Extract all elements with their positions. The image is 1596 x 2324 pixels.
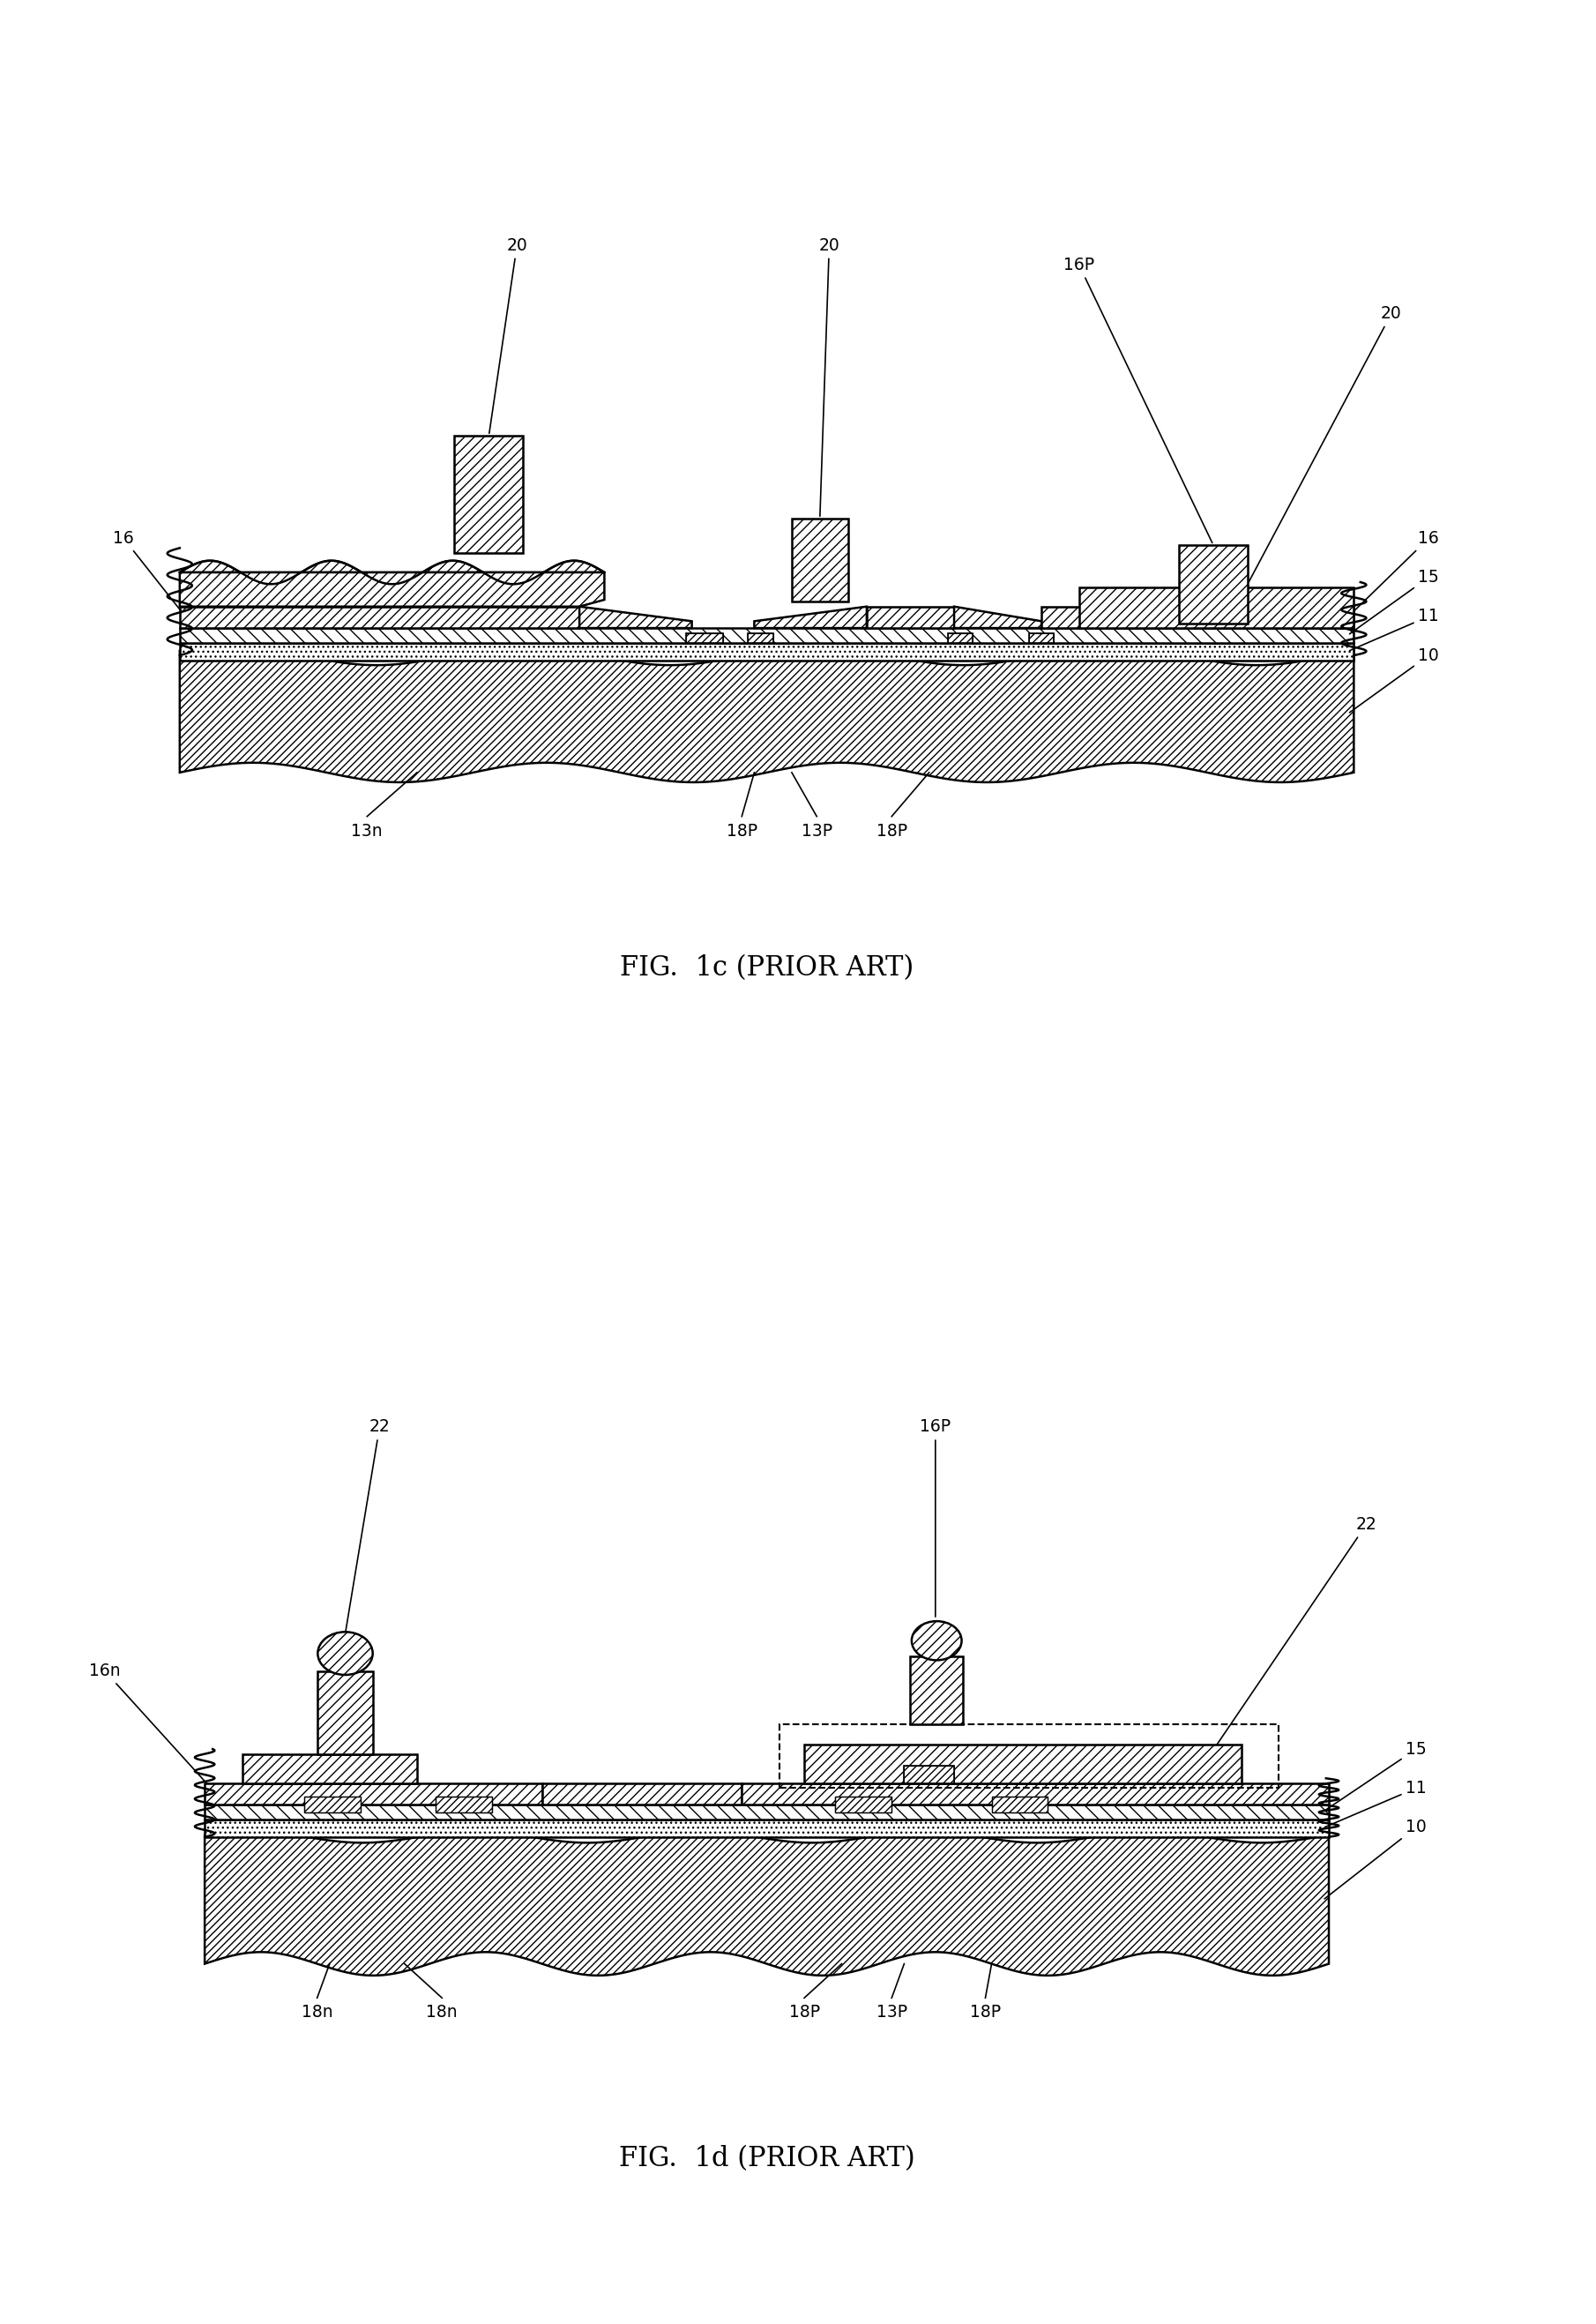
- Text: 16: 16: [1349, 530, 1440, 616]
- FancyBboxPatch shape: [910, 1657, 962, 1724]
- FancyBboxPatch shape: [318, 1671, 373, 1755]
- Text: 18n: 18n: [302, 2003, 334, 2022]
- Polygon shape: [180, 560, 605, 583]
- Text: FIG.  1d (PRIOR ART): FIG. 1d (PRIOR ART): [619, 2145, 915, 2173]
- Bar: [180, 627, 1353, 644]
- Polygon shape: [579, 607, 691, 627]
- Polygon shape: [991, 1796, 1049, 1813]
- FancyBboxPatch shape: [1179, 546, 1248, 623]
- Bar: [204, 1806, 1329, 1820]
- Polygon shape: [180, 646, 1353, 783]
- Polygon shape: [543, 1783, 742, 1806]
- Bar: [204, 1820, 1329, 1836]
- Polygon shape: [749, 632, 772, 644]
- Polygon shape: [954, 607, 1042, 627]
- Polygon shape: [204, 1831, 1329, 1975]
- Polygon shape: [905, 1766, 954, 1783]
- Text: 13P: 13P: [876, 2003, 907, 2022]
- Polygon shape: [243, 1755, 417, 1783]
- Polygon shape: [180, 572, 605, 607]
- Bar: [204, 1820, 1329, 1836]
- Polygon shape: [686, 632, 723, 644]
- Text: 15: 15: [1325, 1741, 1427, 1810]
- Text: 18P: 18P: [788, 2003, 820, 2022]
- Polygon shape: [742, 1783, 1329, 1806]
- Text: 10: 10: [1350, 646, 1440, 713]
- Polygon shape: [204, 1783, 543, 1806]
- Polygon shape: [804, 1743, 1242, 1783]
- Text: 11: 11: [1350, 609, 1440, 651]
- Bar: [204, 1806, 1329, 1820]
- Polygon shape: [180, 607, 579, 627]
- Polygon shape: [867, 607, 954, 627]
- Polygon shape: [1079, 588, 1353, 627]
- Text: 16n: 16n: [89, 1662, 209, 1787]
- Text: 13n: 13n: [351, 823, 383, 839]
- Text: 16: 16: [113, 530, 185, 616]
- Polygon shape: [835, 1796, 892, 1813]
- Text: 18P: 18P: [970, 2003, 1001, 2022]
- Text: 20: 20: [1248, 304, 1401, 581]
- Polygon shape: [948, 632, 974, 644]
- Text: 22: 22: [346, 1418, 389, 1631]
- Text: 11: 11: [1325, 1780, 1427, 1827]
- FancyBboxPatch shape: [792, 518, 847, 602]
- Polygon shape: [1029, 632, 1053, 644]
- FancyBboxPatch shape: [455, 437, 523, 553]
- Text: 16P: 16P: [919, 1418, 951, 1618]
- Text: 20: 20: [490, 237, 527, 432]
- Text: 16P: 16P: [1063, 256, 1213, 544]
- FancyBboxPatch shape: [180, 644, 1353, 660]
- Text: 18n: 18n: [426, 2003, 458, 2022]
- Text: 18P: 18P: [726, 823, 757, 839]
- Polygon shape: [1042, 607, 1353, 627]
- Text: 15: 15: [1350, 569, 1440, 634]
- Polygon shape: [436, 1796, 492, 1813]
- Polygon shape: [305, 1796, 361, 1813]
- Text: 20: 20: [819, 237, 839, 516]
- Text: 13P: 13P: [801, 823, 832, 839]
- Circle shape: [911, 1622, 962, 1659]
- Text: FIG.  1c (PRIOR ART): FIG. 1c (PRIOR ART): [619, 955, 913, 981]
- Text: 18P: 18P: [876, 823, 907, 839]
- Text: 22: 22: [1205, 1515, 1377, 1762]
- Circle shape: [318, 1631, 373, 1676]
- Bar: [180, 627, 1353, 644]
- Polygon shape: [755, 607, 867, 627]
- Bar: [779, 1724, 1278, 1787]
- Text: 10: 10: [1325, 1820, 1427, 1899]
